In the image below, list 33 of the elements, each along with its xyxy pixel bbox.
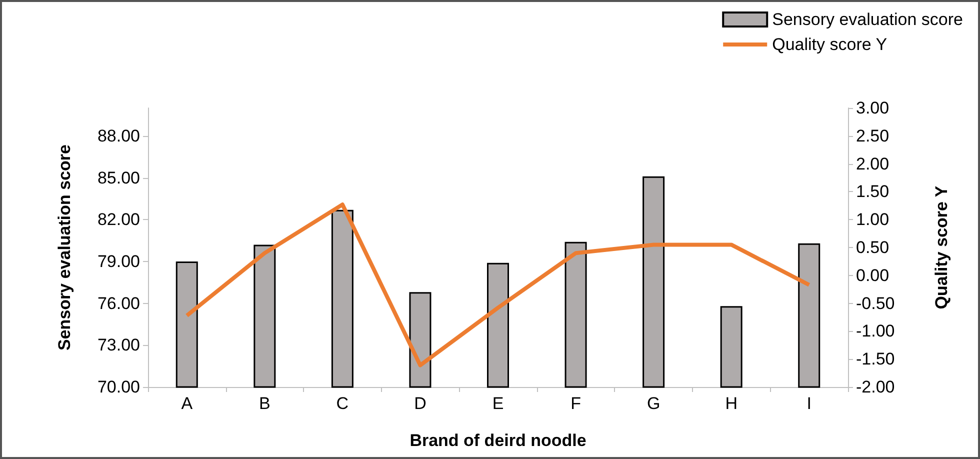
x-tick-label: B xyxy=(258,394,270,413)
y2-tick-label: -1.50 xyxy=(856,350,895,369)
y2-tick-label: -2.00 xyxy=(856,378,895,396)
x-tick-label: A xyxy=(181,394,194,413)
legend-label: Sensory evaluation score xyxy=(772,10,964,29)
y-axis-title: Sensory evaluation score xyxy=(55,144,74,350)
x-tick-label: F xyxy=(570,394,581,413)
x-tick-label: I xyxy=(806,394,812,413)
y2-tick-label: 3.00 xyxy=(856,98,890,118)
y-tick-label: 76.00 xyxy=(97,294,140,313)
x-tick-label: H xyxy=(725,394,738,413)
y2-tick-label: 0.50 xyxy=(856,238,890,257)
y-tick-label: 70.00 xyxy=(97,378,140,396)
x-axis-title: Brand of deird noodle xyxy=(410,431,586,450)
y2-tick-label: -1.00 xyxy=(856,322,895,341)
y2-tick-label: 2.00 xyxy=(856,154,890,174)
y-tick-label: 88.00 xyxy=(97,126,140,146)
y2-tick-label: 1.00 xyxy=(856,210,890,230)
x-tick-label: G xyxy=(646,394,660,413)
x-tick-label: C xyxy=(336,394,349,413)
y2-tick-label: 2.50 xyxy=(856,126,890,146)
y2-tick-label: 0.00 xyxy=(856,266,890,285)
y-tick-label: 73.00 xyxy=(97,336,140,355)
line-series xyxy=(184,202,812,368)
y2-axis-title: Quality score Y xyxy=(932,185,951,310)
y2-tick-label: -0.50 xyxy=(856,294,895,313)
x-tick-label: E xyxy=(492,394,504,413)
y-tick-label: 79.00 xyxy=(97,252,140,271)
x-tick-label: D xyxy=(414,394,426,413)
y-tick-label: 82.00 xyxy=(97,210,140,230)
y2-tick-label: 1.50 xyxy=(856,182,890,202)
y-tick-label: 85.00 xyxy=(97,168,140,188)
legend-label: Quality score Y xyxy=(772,35,888,54)
